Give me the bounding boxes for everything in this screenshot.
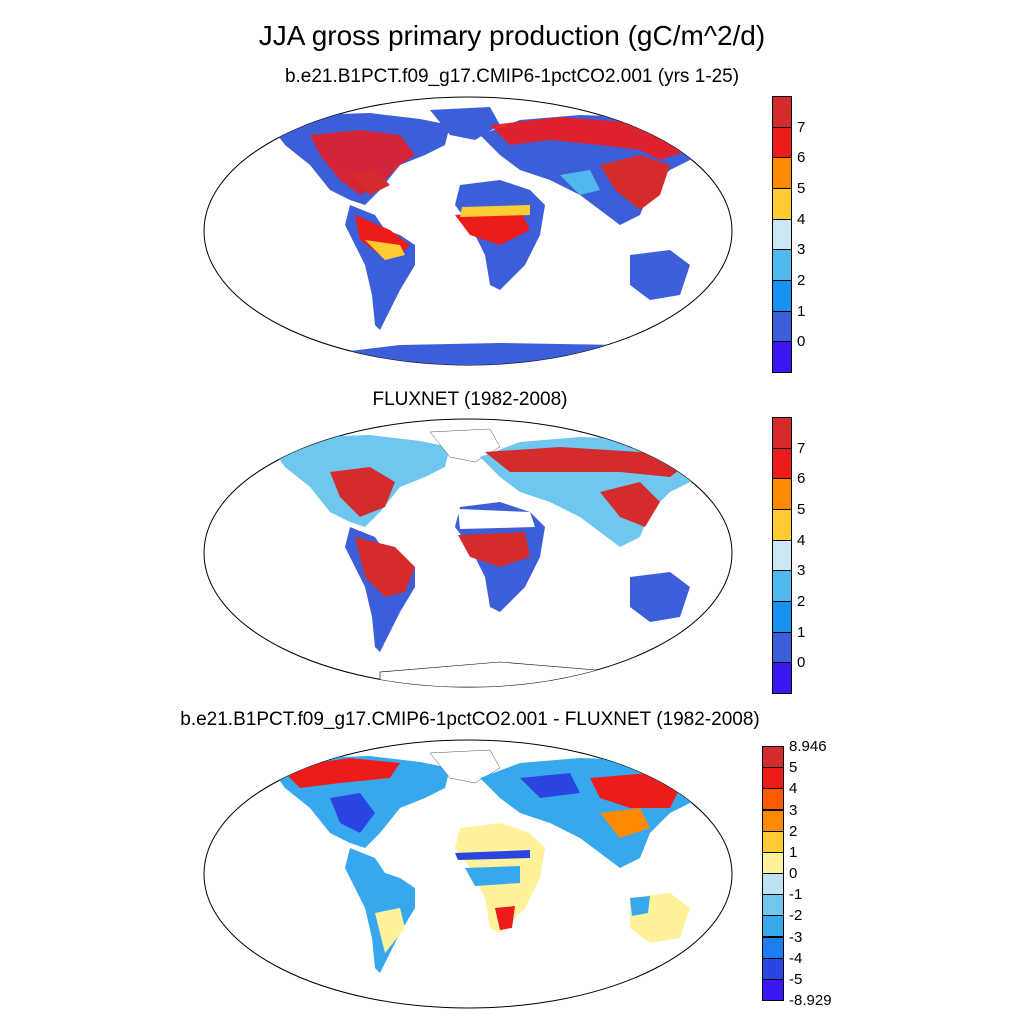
colorbar-segment — [762, 809, 784, 832]
colorbar-tick-label: 7 — [797, 118, 806, 136]
map-panel-3 — [203, 739, 733, 1009]
colorbar-segment — [762, 936, 784, 959]
colorbar-tick-label: 2 — [797, 272, 806, 289]
colorbar-segment — [762, 915, 784, 938]
south-america-landmass — [345, 848, 415, 973]
map-panel-2 — [203, 418, 733, 688]
greenland-landmass — [430, 107, 500, 140]
colorbar-segment — [772, 509, 792, 541]
colorbar-tick-label: 0 — [797, 654, 806, 672]
colorbar-tick-label: 4 — [797, 531, 806, 549]
colorbar-tick-label: 8.946 — [789, 738, 827, 755]
colorbar-segment — [772, 662, 792, 694]
australia-landmass — [630, 572, 690, 622]
colorbar-tick-label: -3 — [789, 928, 803, 946]
colorbar-segment — [772, 310, 792, 343]
colorbar-tick-label: -2 — [789, 907, 803, 925]
colorbar-tick-label: 5 — [797, 501, 806, 518]
colorbar-tick-label: 1 — [797, 302, 806, 320]
australia-landmass — [630, 250, 690, 300]
colorbar-tick-label: 7 — [797, 439, 806, 457]
colorbar-segment — [772, 341, 792, 373]
colorbar-tick-label: 5 — [797, 180, 806, 197]
colorbar-segment — [772, 280, 792, 312]
colorbar-tick-label: 2 — [789, 822, 798, 840]
panel-1-title: b.e21.B1PCT.f09_g17.CMIP6-1pctCO2.001 (y… — [284, 66, 740, 87]
colorbar-tick-label: 4 — [789, 780, 798, 798]
colorbar-1: 7 6 5 4 3 2 1 0 — [772, 96, 852, 376]
colorbar-segment — [772, 601, 792, 633]
colorbar-segment — [772, 96, 792, 128]
colorbar-segment — [772, 417, 792, 449]
colorbar-tick-label: -8.929 — [789, 992, 832, 1009]
colorbar-segment — [762, 788, 784, 811]
colorbar-tick-label: 2 — [797, 593, 806, 610]
colorbar-segment — [762, 894, 784, 917]
colorbar-segment — [762, 851, 784, 874]
panel-2-title: FLUXNET (1982-2008) — [372, 389, 568, 410]
figure-title: JJA gross primary production (gC/m^2/d) — [258, 20, 766, 51]
colorbar-segment — [772, 249, 792, 281]
colorbar-segment — [762, 873, 784, 896]
map-panel-1 — [203, 96, 733, 366]
colorbar-segment — [762, 746, 784, 769]
colorbar-tick-label: 5 — [789, 759, 798, 777]
colorbar-tick-label: 3 — [789, 801, 798, 819]
colorbar-tick-label: 1 — [789, 843, 798, 861]
colorbar-segment — [762, 978, 784, 1001]
colorbar-tick-label: 6 — [797, 470, 806, 488]
colorbar-3: 8.946 5 4 3 2 1 0 -1 -2 -3 -4 -5 -8.929 — [762, 739, 862, 1009]
colorbar-segment — [772, 218, 792, 251]
colorbar-tick-label: -4 — [789, 949, 803, 967]
colorbar-tick-label: -1 — [789, 886, 803, 904]
colorbar-tick-label: 3 — [797, 562, 806, 580]
colorbar-segment — [772, 570, 792, 602]
panel-3-title: b.e21.B1PCT.f09_g17.CMIP6-1pctCO2.001 - … — [180, 709, 760, 730]
colorbar-segment — [772, 539, 792, 572]
colorbar-tick-label: 0 — [789, 865, 798, 882]
colorbar-segment — [772, 447, 792, 480]
colorbar-segment — [772, 157, 792, 189]
antarctica-landmass — [300, 343, 670, 365]
colorbar-tick-label: 0 — [797, 333, 806, 351]
colorbar-segment — [772, 631, 792, 664]
colorbar-segment — [772, 188, 792, 220]
colorbar-segment — [772, 478, 792, 510]
colorbar-tick-label: 6 — [797, 149, 806, 167]
colorbar-tick-label: -5 — [789, 970, 803, 988]
colorbar-tick-label: 4 — [797, 210, 806, 228]
colorbar-tick-label: 3 — [797, 241, 806, 259]
colorbar-segment — [762, 957, 784, 980]
colorbar-segment — [772, 126, 792, 159]
colorbar-segment — [762, 767, 784, 790]
colorbar-tick-label: 1 — [797, 623, 806, 641]
colorbar-2: 7 6 5 4 3 2 1 0 — [772, 417, 852, 697]
colorbar-segment — [762, 830, 784, 853]
